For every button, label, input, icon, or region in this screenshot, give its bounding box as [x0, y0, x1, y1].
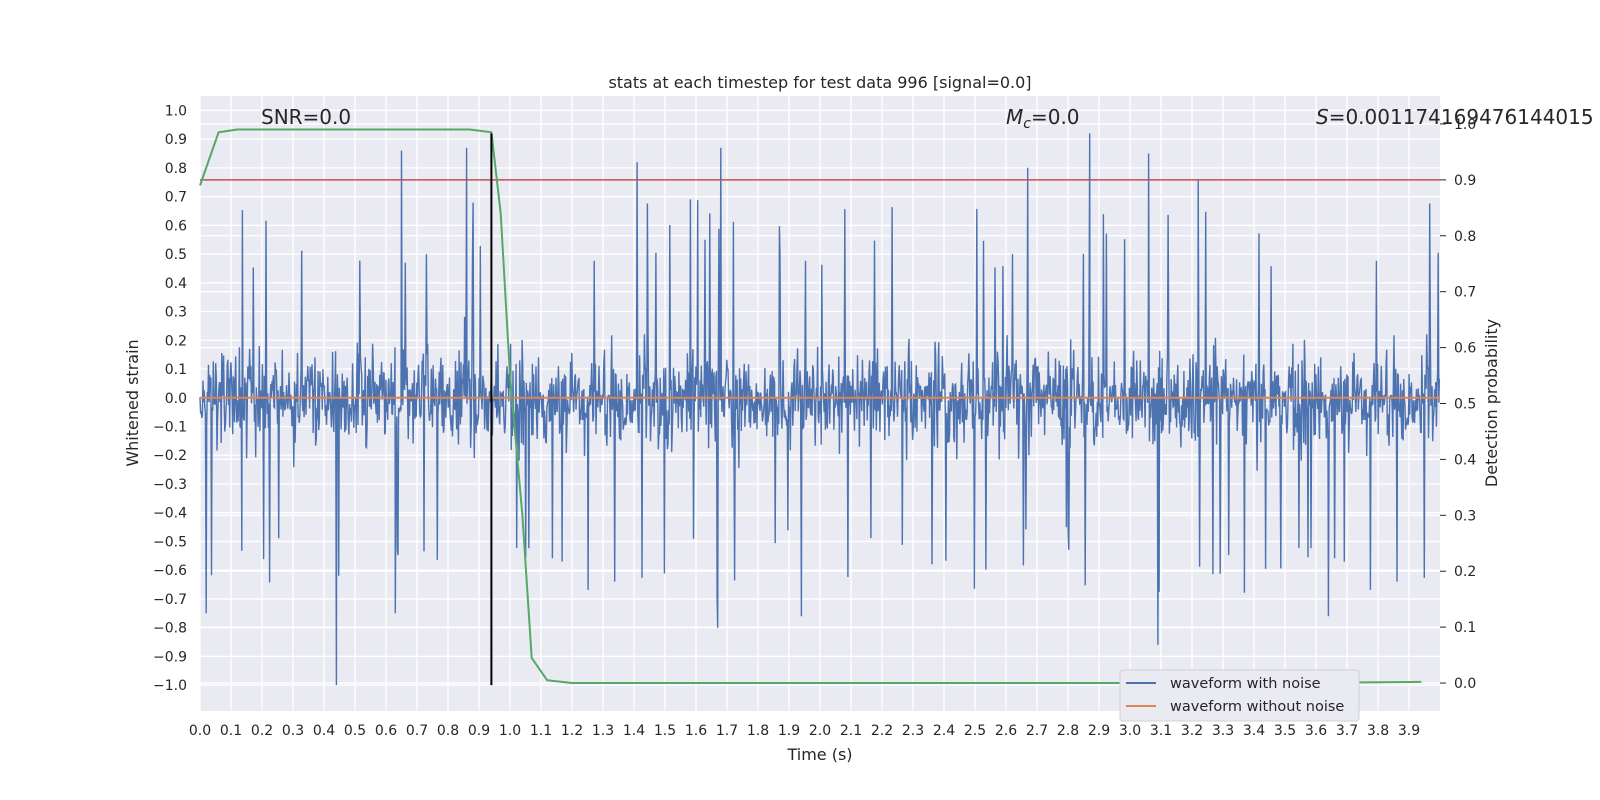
- s-value: =0.001174169476144015: [1329, 105, 1594, 129]
- y-tick-label: 0.4: [165, 276, 187, 292]
- x-tick-label: 1.5: [654, 723, 676, 739]
- x-tick-label: 3.9: [1398, 723, 1420, 739]
- x-tick-label: 1.1: [530, 723, 552, 739]
- x-tick-label: 3.7: [1336, 723, 1358, 739]
- y-tick-label: 0.1: [165, 362, 187, 378]
- x-tick-label: 3.4: [1243, 723, 1265, 739]
- chirp-mass-subscript: c: [1023, 116, 1031, 132]
- x-tick-label: 3.2: [1181, 723, 1203, 739]
- x-tick-label: 2.5: [964, 723, 986, 739]
- x-tick-label: 2.7: [1026, 723, 1048, 739]
- series-waveform-with-noise: [199, 133, 1441, 686]
- chirp-mass-symbol: M: [1006, 105, 1023, 129]
- y2-tick-label: 0.6: [1454, 341, 1476, 357]
- x-tick-label: 2.9: [1088, 723, 1110, 739]
- x-tick-label: 1.8: [747, 723, 769, 739]
- y-tick-label: −0.5: [153, 534, 187, 550]
- x-tick-label: 2.8: [1057, 723, 1079, 739]
- y-tick-label: −0.1: [153, 419, 187, 435]
- chirp-mass-annotation: Mc=0.0: [1006, 105, 1080, 132]
- legend-label-noisy: waveform with noise: [1170, 676, 1321, 692]
- y-tick-label: 0.3: [165, 305, 187, 321]
- x-tick-label: 0.9: [468, 723, 490, 739]
- y-tick-label: 0.8: [165, 161, 187, 177]
- y-tick-label: −0.9: [153, 649, 187, 665]
- y-tick-label: −0.4: [153, 506, 187, 522]
- x-tick-label: 1.6: [685, 723, 707, 739]
- x-tick-label: 3.0: [1119, 723, 1141, 739]
- x-tick-label: 2.2: [871, 723, 893, 739]
- y-tick-label: 0.0: [165, 391, 187, 407]
- x-tick-label: 3.8: [1367, 723, 1389, 739]
- y-tick-label: −0.7: [153, 592, 187, 608]
- legend-label-clean: waveform without noise: [1170, 699, 1344, 715]
- x-tick-label: 1.7: [716, 723, 738, 739]
- y2-tick-label: 0.2: [1454, 564, 1476, 580]
- y-tick-label: 0.2: [165, 333, 187, 349]
- x-tick-label: 1.9: [778, 723, 800, 739]
- x-tick-label: 1.4: [623, 723, 645, 739]
- x-tick-label: 0.2: [251, 723, 273, 739]
- y-tick-label: −0.2: [153, 448, 187, 464]
- y2-tick-label: 0.7: [1454, 285, 1476, 301]
- x-tick-label: 2.4: [933, 723, 955, 739]
- x-tick-label: 1.3: [592, 723, 614, 739]
- y2-tick-label: 0.8: [1454, 229, 1476, 245]
- x-tick-label: 3.1: [1150, 723, 1172, 739]
- y-tick-label: 0.5: [165, 247, 187, 263]
- y2-axis-label: Detection probability: [1482, 319, 1501, 487]
- s-symbol: S: [1316, 105, 1329, 129]
- x-tick-label: 0.8: [437, 723, 459, 739]
- y2-tick-label: 0.1: [1454, 620, 1476, 636]
- chirp-mass-value: =0.0: [1031, 105, 1080, 129]
- y-tick-labels: 1.0 0.9 0.8 0.7 0.6 0.5 0.4 0.3 0.2 0.1 0.0 −0.1 −0.…: [153, 103, 187, 694]
- x-tick-label: 0.5: [344, 723, 366, 739]
- s-annotation: S=0.001174169476144015: [1316, 105, 1594, 129]
- x-tick-label: 0.0: [189, 723, 211, 739]
- x-tick-label: 0.7: [406, 723, 428, 739]
- y-tick-label: −0.8: [153, 621, 187, 637]
- y2-tick-label: 0.3: [1454, 508, 1476, 524]
- x-tick-label: 3.5: [1274, 723, 1296, 739]
- y2-tick-label: 0.5: [1454, 397, 1476, 413]
- x-tick-label: 0.1: [220, 723, 242, 739]
- y-tick-label: 1.0: [165, 103, 187, 119]
- y-tick-label: −1.0: [153, 678, 187, 694]
- y2-tick-label: 0.9: [1454, 173, 1476, 189]
- x-tick-label: 2.3: [902, 723, 924, 739]
- y-tick-label: −0.3: [153, 477, 187, 493]
- x-tick-label: 0.6: [375, 723, 397, 739]
- x-tick-label: 0.3: [282, 723, 304, 739]
- y2-tick-label: 0.4: [1454, 452, 1476, 468]
- y2-tick-label: 1.0: [1454, 117, 1476, 133]
- x-tick-labels: 0.0 0.1 0.2 0.3 0.4 0.5 0.6 0.7 0.8 0.9 1.0 1.1 1.2 1…: [189, 723, 1420, 739]
- y2-tick-label: 0.0: [1454, 676, 1476, 692]
- y-tick-label: 0.7: [165, 190, 187, 206]
- x-tick-label: 2.0: [809, 723, 831, 739]
- x-tick-label: 2.6: [995, 723, 1017, 739]
- snr-annotation: SNR=0.0: [261, 105, 351, 129]
- y-axis-label: Whitened strain: [123, 339, 142, 466]
- x-tick-label: 3.6: [1305, 723, 1327, 739]
- series-layer: [199, 128, 1441, 686]
- x-tick-label: 3.3: [1212, 723, 1234, 739]
- y-tick-label: 0.6: [165, 218, 187, 234]
- y-tick-label: −0.6: [153, 563, 187, 579]
- y2-tick-labels: 1.0 0.9 0.8 0.7 0.6 0.5 0.4 0.3 0.2 0.1 0.0: [1454, 117, 1476, 692]
- series-detection-probability: [199, 128, 1422, 684]
- x-tick-label: 0.4: [313, 723, 335, 739]
- x-axis-label: Time (s): [786, 745, 852, 764]
- x-tick-label: 1.0: [499, 723, 521, 739]
- chart-title: stats at each timestep for test data 996…: [608, 73, 1031, 92]
- x-tick-label: 2.1: [840, 723, 862, 739]
- legend-box: [1119, 669, 1360, 722]
- y-tick-label: 0.9: [165, 132, 187, 148]
- legend: waveform with noise waveform without noi…: [1119, 669, 1360, 722]
- x-tick-label: 1.2: [561, 723, 583, 739]
